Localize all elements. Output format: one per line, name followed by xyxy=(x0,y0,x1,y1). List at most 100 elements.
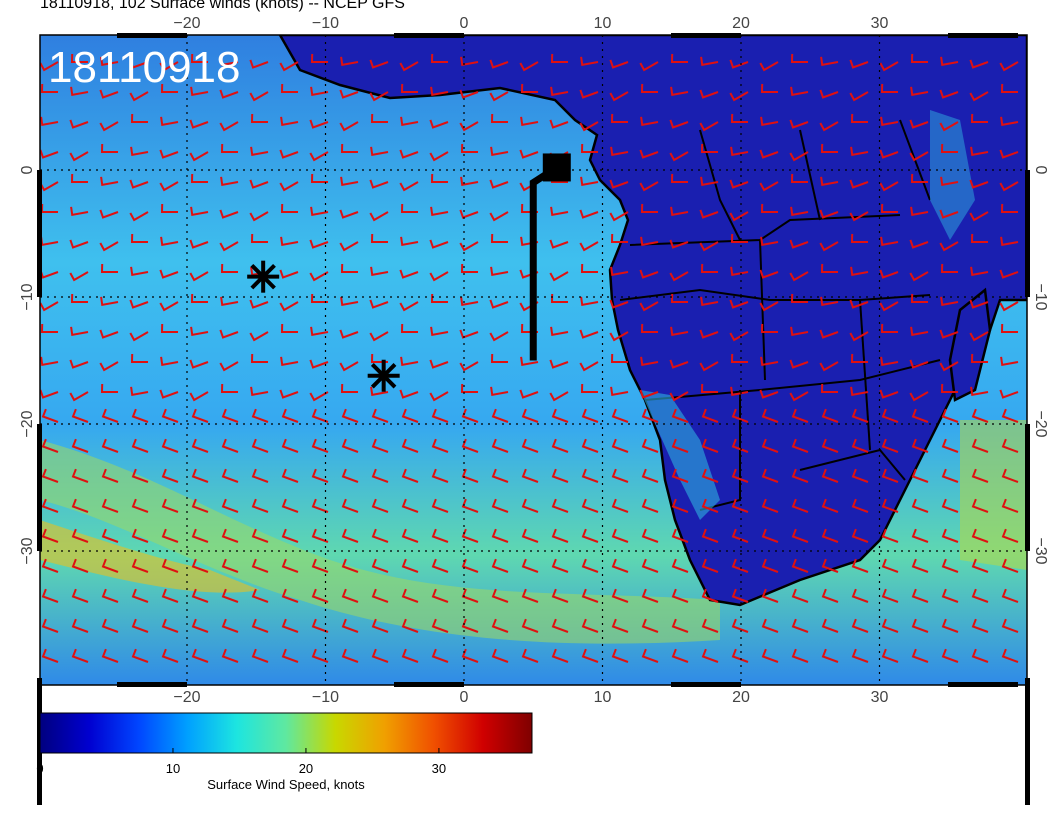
wind-barb xyxy=(879,301,899,312)
wind-barb xyxy=(220,56,239,66)
wind-barb xyxy=(160,203,178,213)
wind-barb xyxy=(821,498,839,513)
wind-barb xyxy=(639,389,659,399)
wind-barb xyxy=(609,299,629,309)
wind-barb xyxy=(940,296,959,306)
wind-barb xyxy=(821,588,839,603)
wind-barb xyxy=(971,588,989,603)
wind-barb xyxy=(251,468,269,483)
wind-barb xyxy=(520,356,539,366)
wind-barb xyxy=(101,438,119,453)
wind-barb xyxy=(311,588,329,603)
wind-barb xyxy=(400,116,419,126)
wind-barb xyxy=(281,438,299,453)
wind-barb xyxy=(130,146,149,156)
wind-barb xyxy=(911,438,929,453)
wind-barb xyxy=(309,271,329,282)
wind-barb xyxy=(429,271,449,282)
wind-barb xyxy=(789,271,809,282)
wind-barb xyxy=(1001,438,1019,453)
wind-barb xyxy=(371,498,389,513)
wind-barb xyxy=(761,558,779,573)
wind-barb xyxy=(41,498,59,513)
wind-barb xyxy=(671,438,689,453)
wind-barb xyxy=(101,618,119,633)
lat-tick-label-left: −30 xyxy=(19,537,36,564)
wind-barb xyxy=(280,236,299,246)
colorbar-tick-label: 20 xyxy=(299,761,313,776)
wind-barb xyxy=(820,383,838,393)
wind-barb xyxy=(881,498,899,513)
wind-barb xyxy=(579,361,599,372)
wind-barb xyxy=(160,116,179,126)
wind-barb xyxy=(220,143,238,153)
colorbar-tick-label: 10 xyxy=(166,761,180,776)
wind-barb xyxy=(461,588,479,603)
wind-barb xyxy=(611,498,629,513)
wind-barb xyxy=(249,91,269,102)
wind-barb xyxy=(129,91,149,102)
lon-tick-label-top: 20 xyxy=(732,15,750,32)
wind-barb xyxy=(789,119,809,129)
wind-barb xyxy=(639,301,659,312)
wind-barb xyxy=(730,386,749,396)
wind-barb xyxy=(850,353,868,363)
wind-barb xyxy=(939,89,959,99)
asterisk-marker xyxy=(247,260,280,293)
wind-barb xyxy=(550,206,569,216)
wind-barb xyxy=(580,383,598,393)
lon-tick-label-top: −10 xyxy=(312,15,339,32)
wind-barb xyxy=(581,558,599,573)
wind-barb xyxy=(969,179,989,189)
wind-barb xyxy=(641,648,659,663)
wind-barb xyxy=(99,241,119,252)
wind-barb xyxy=(910,53,928,63)
wind-barb xyxy=(699,121,719,132)
wind-barb xyxy=(941,408,959,423)
wind-barb xyxy=(759,61,779,72)
wind-barb xyxy=(700,383,718,393)
wind-barb xyxy=(879,149,899,159)
wind-barb xyxy=(40,149,59,159)
wind-barb xyxy=(939,121,959,132)
wind-barb xyxy=(821,528,839,543)
wind-barb xyxy=(1000,83,1018,93)
lon-tick-label-bottom: 10 xyxy=(594,689,612,706)
wind-barb xyxy=(71,618,89,633)
wind-barb xyxy=(969,299,989,309)
wind-barb xyxy=(791,528,809,543)
wind-barb xyxy=(461,438,479,453)
wind-barb xyxy=(671,618,689,633)
wind-barb xyxy=(401,588,419,603)
wind-barb xyxy=(791,558,809,573)
wind-barb xyxy=(671,648,689,663)
wind-barb xyxy=(70,293,88,303)
wind-barb xyxy=(579,121,599,132)
wind-barb xyxy=(400,236,419,246)
wind-barb xyxy=(881,528,899,543)
wind-barb xyxy=(221,468,239,483)
wind-barb xyxy=(759,181,779,192)
wind-barb xyxy=(491,558,509,573)
wind-barb xyxy=(130,113,148,123)
wind-barb xyxy=(671,498,689,513)
wind-barb xyxy=(249,299,269,309)
wind-barb xyxy=(819,241,839,252)
wind-barb xyxy=(251,588,269,603)
wind-barb xyxy=(460,143,478,153)
wind-barb xyxy=(400,203,418,213)
wind-barb xyxy=(940,263,958,273)
wind-barb xyxy=(730,266,749,276)
wind-barb xyxy=(311,468,329,483)
wind-barb xyxy=(731,408,749,423)
wind-barb xyxy=(761,438,779,453)
wind-barb xyxy=(729,211,749,222)
wind-barb xyxy=(701,588,719,603)
wind-barb xyxy=(161,498,179,513)
wind-barb xyxy=(459,329,479,339)
wind-barb xyxy=(99,361,119,372)
axis-labels: −20 −20 −10 −10 0 0 10 10 20 20 30 30 0 0 −10 −10 −20 −20… xyxy=(19,15,1049,706)
wind-barb xyxy=(851,618,869,633)
wind-barb xyxy=(879,389,899,399)
wind-barb xyxy=(219,209,239,219)
